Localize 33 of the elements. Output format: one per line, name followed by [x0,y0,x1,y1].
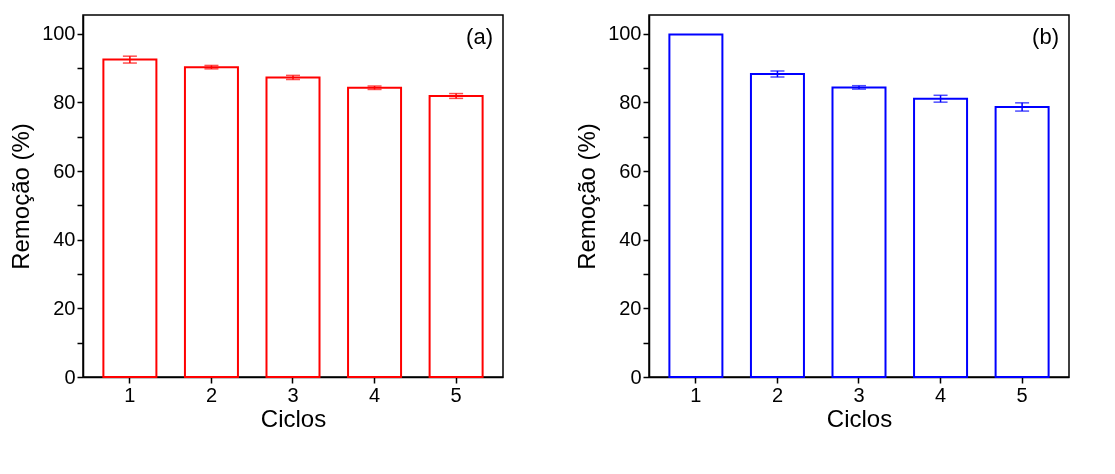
y-tick-label: 0 [630,365,642,388]
y-tick-label: 20 [619,296,642,319]
x-tick-label: 1 [124,383,136,406]
x-tick-label: 2 [771,383,784,406]
x-tick-label: 5 [1016,383,1028,406]
bar [749,73,805,378]
x-tick-label: 3 [853,383,865,406]
x-tick-label: 5 [450,383,462,406]
x-tick-label: 4 [934,383,947,406]
y-tick-label: 80 [619,91,642,113]
y-tick-label: 60 [619,159,642,182]
y-tick-label: 80 [53,91,76,113]
x-tick-label: 4 [368,383,381,406]
bar [994,105,1050,378]
x-tick-label: 1 [690,383,702,406]
y-tick-label: 40 [53,228,76,251]
bar [668,33,724,378]
y-axis-title: Remoção (%) [7,123,35,270]
y-axis-title: Remoção (%) [573,123,601,270]
bar [913,97,969,378]
y-tick-label: 40 [619,228,642,251]
annotation: (a) [466,24,493,49]
x-axis-title: Ciclos [260,404,327,432]
y-tick-label: 0 [64,365,76,388]
x-tick-label: 3 [287,383,299,406]
annotation: (b) [1032,24,1059,49]
bar [831,86,887,378]
y-tick-label: 100 [42,22,76,45]
y-tick-label: 60 [53,159,76,182]
x-tick-label: 2 [205,383,218,406]
y-tick-label: 100 [608,22,642,45]
y-tick-label: 20 [53,296,76,319]
x-axis-title: Ciclos [826,404,893,432]
